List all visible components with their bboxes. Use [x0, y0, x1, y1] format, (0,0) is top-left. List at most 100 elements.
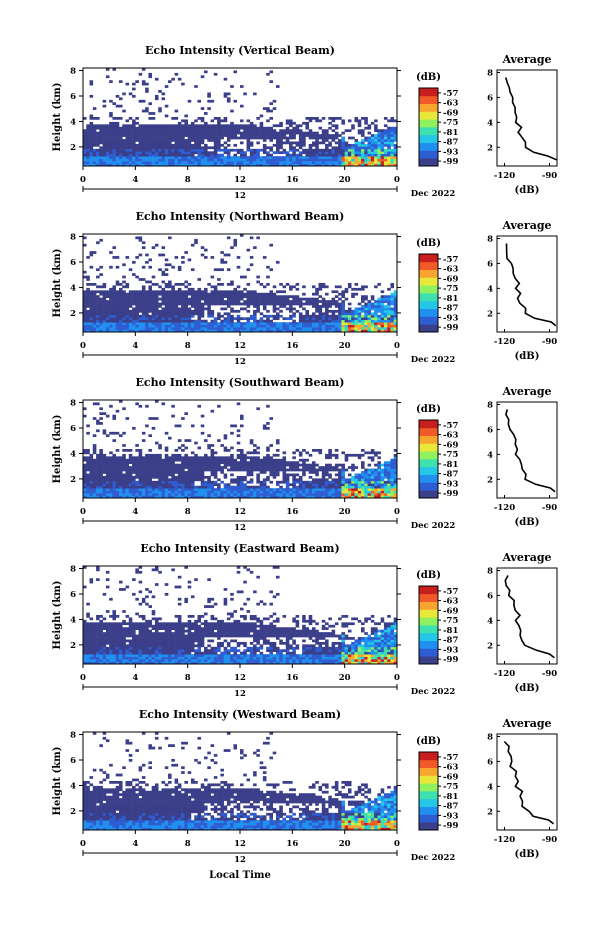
heatmap-cell — [226, 158, 231, 162]
heatmap-cell — [253, 129, 257, 132]
heatmap-cell — [387, 161, 391, 164]
avg-title: Average — [501, 219, 551, 232]
heatmap-cell — [118, 151, 123, 155]
heatmap-cell — [204, 466, 208, 469]
heatmap-cell — [351, 146, 355, 150]
heatmap-cell — [148, 471, 152, 474]
heatmap-cell — [194, 163, 198, 167]
heatmap-cell — [377, 456, 381, 460]
heatmap-cell — [99, 134, 103, 137]
heatmap-cell — [194, 302, 198, 306]
heatmap-cell — [194, 463, 198, 467]
heatmap-cell — [145, 309, 149, 313]
heatmap-cell — [184, 307, 188, 311]
heatmap-cell — [83, 319, 87, 323]
heatmap-cell — [138, 324, 143, 328]
heatmap-cell — [125, 300, 130, 303]
heatmap-cell — [148, 417, 152, 420]
heatmap-cell — [174, 309, 179, 313]
heatmap-cell — [128, 309, 133, 313]
heatmap-cell — [390, 126, 395, 130]
heatmap-cell — [210, 461, 215, 464]
heatmap-cell — [269, 488, 274, 491]
heatmap-cell — [226, 148, 231, 152]
heatmap-cell — [122, 300, 126, 303]
heatmap-cell — [190, 327, 195, 330]
heatmap-cell — [315, 141, 319, 145]
heatmap-cell — [275, 449, 280, 452]
heatmap-cell — [105, 134, 110, 137]
heatmap-cell — [344, 329, 349, 333]
heatmap-cell — [138, 461, 143, 464]
heatmap-cell — [367, 471, 372, 474]
heatmap-cell — [354, 117, 359, 120]
heatmap-cell — [200, 139, 205, 142]
heatmap-cell — [89, 156, 94, 159]
heatmap-cell — [122, 297, 126, 301]
heatmap-cell — [99, 407, 103, 411]
heatmap-cell — [217, 404, 221, 408]
heatmap-cell — [347, 327, 352, 330]
heatmap-cell — [269, 292, 274, 296]
heatmap-cell — [86, 134, 90, 137]
heatmap-cell — [138, 483, 143, 487]
heatmap-cell — [135, 458, 139, 462]
heatmap-cell — [187, 126, 192, 130]
heatmap-cell — [364, 126, 368, 130]
heatmap-cell — [236, 151, 241, 155]
heatmap-cell — [393, 307, 398, 311]
heatmap-cell — [92, 148, 97, 152]
heatmap-cell — [318, 156, 323, 159]
heatmap-cell — [253, 148, 257, 152]
heatmap-cell — [168, 458, 172, 462]
heatmap-cell — [351, 314, 355, 318]
heatmap-cell — [96, 158, 100, 162]
colorbar-segment — [419, 103, 438, 112]
heatmap-cell — [243, 287, 247, 291]
heatmap-cell — [361, 453, 365, 457]
heatmap-cell — [174, 136, 179, 140]
heatmap-cell — [285, 490, 290, 494]
heatmap-cell — [305, 302, 309, 306]
heatmap-cell — [380, 305, 385, 308]
heatmap-cell — [351, 490, 355, 494]
heatmap-cell — [174, 297, 179, 301]
heatmap-cell — [302, 292, 306, 296]
heatmap-cell — [295, 473, 300, 477]
heatmap-cell — [210, 451, 215, 455]
colorbar-segment — [419, 459, 438, 468]
heatmap-cell — [125, 319, 130, 323]
heatmap-cell — [367, 161, 372, 164]
heatmap-cell — [321, 480, 326, 484]
heatmap-cell — [305, 324, 309, 328]
heatmap-cell — [184, 292, 188, 296]
heatmap-cell — [122, 158, 126, 162]
heatmap-cell — [377, 478, 381, 482]
heatmap-cell — [174, 478, 179, 482]
heatmap-cell — [115, 466, 120, 469]
heatmap-cell — [132, 461, 136, 464]
heatmap-cell — [334, 473, 339, 477]
heatmap-cell — [383, 463, 388, 467]
heatmap-cell — [207, 302, 211, 306]
heatmap-cell — [213, 134, 218, 137]
heatmap-cell — [171, 300, 175, 303]
heatmap-cell — [122, 463, 126, 467]
heatmap-cell — [367, 495, 372, 499]
heatmap-cell — [272, 302, 277, 306]
heatmap-cell — [207, 480, 211, 484]
heatmap-cell — [387, 156, 391, 159]
heatmap-cell — [96, 151, 100, 155]
heatmap-cell — [125, 146, 130, 150]
heatmap-cell — [161, 485, 166, 489]
heatmap-cell — [393, 475, 398, 479]
heatmap-cell — [213, 490, 218, 494]
heatmap-cell — [243, 327, 247, 330]
heatmap-cell — [262, 163, 267, 167]
heatmap-cell — [213, 163, 218, 167]
heatmap-cell — [148, 265, 152, 269]
heatmap-cell — [138, 319, 143, 323]
heatmap-cell — [197, 404, 202, 408]
heatmap-cell — [240, 485, 244, 489]
heatmap-cell — [249, 463, 254, 467]
